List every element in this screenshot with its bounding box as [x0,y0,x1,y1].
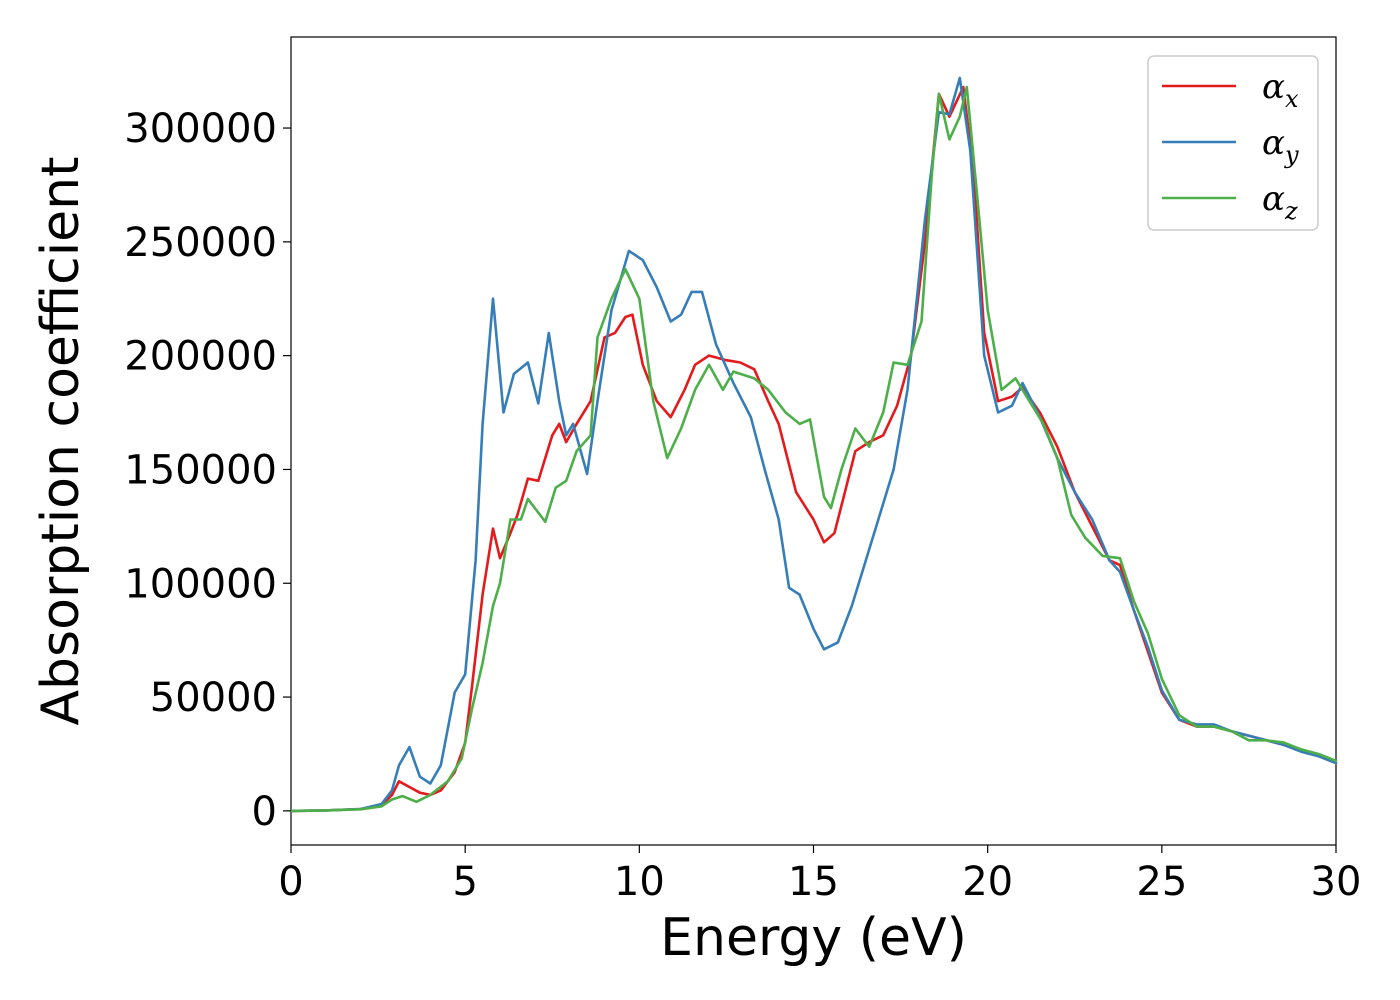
y-tick-label: 150000 [124,447,277,493]
x-tick-label: 15 [788,859,839,905]
x-axis-ticks: 0 5 10 15 20 25 30 [278,845,1361,905]
x-tick-label: 10 [614,859,665,905]
y-tick-label: 300000 [124,106,277,152]
y-tick-label: 50000 [150,675,277,721]
legend-label-y: αy [1262,123,1299,169]
x-tick-label: 0 [278,859,303,905]
legend: αx αy αz [1147,55,1319,231]
x-tick-label: 20 [962,859,1013,905]
x-tick-label: 30 [1311,859,1362,905]
series-layer [289,76,1338,813]
series-line-z [289,85,1338,813]
legend-label-x: αx [1262,67,1299,113]
y-axis-label: Absorption coefficient [31,156,91,725]
x-axis-label: Energy (eV) [660,908,967,968]
y-tick-label: 100000 [124,561,277,607]
y-tick-label: 0 [252,789,277,835]
y-tick-label: 250000 [124,220,277,266]
x-tick-label: 25 [1136,859,1187,905]
series-line-y [289,76,1338,813]
series-line-x [289,85,1338,813]
x-tick-label: 5 [452,859,477,905]
legend-label-z: αz [1262,179,1298,225]
y-axis-ticks: 0 50000 100000 150000 200000 250000 300000 [124,106,291,835]
y-tick-label: 200000 [124,334,277,380]
